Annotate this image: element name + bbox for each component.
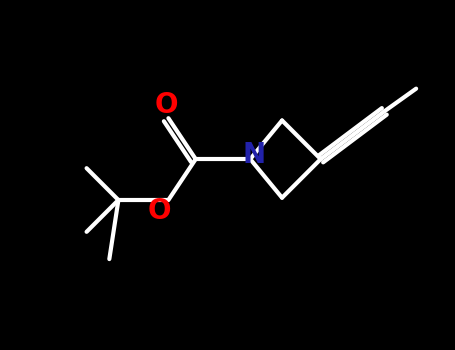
Text: N: N	[243, 141, 265, 169]
Text: O: O	[147, 197, 171, 225]
Text: O: O	[154, 91, 178, 119]
